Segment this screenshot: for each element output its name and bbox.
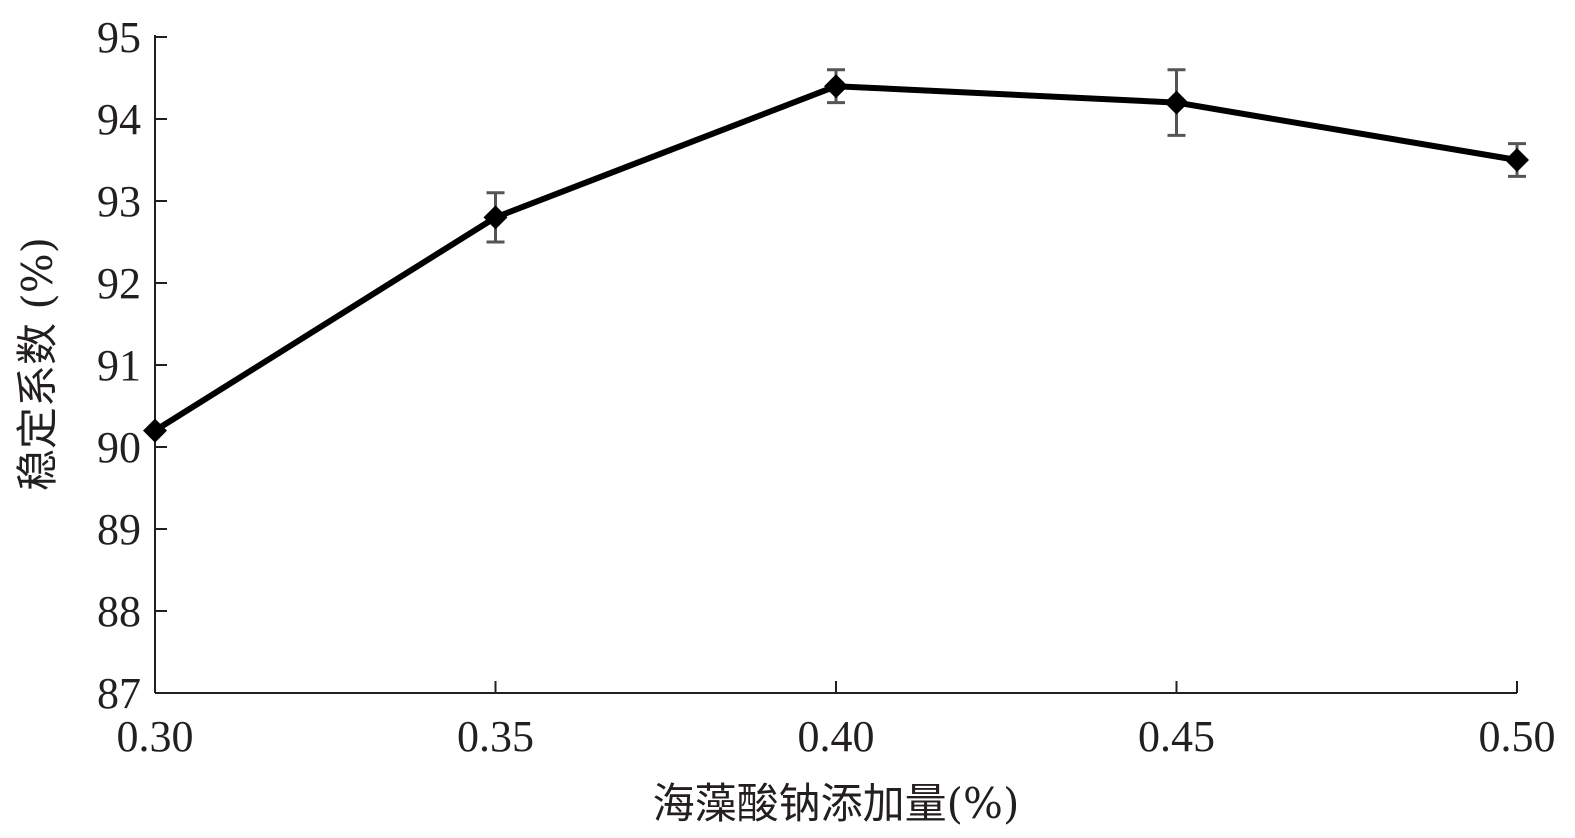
series-layer (143, 68, 1529, 443)
y-tick-label: 87 (97, 669, 141, 718)
y-tick-label: 95 (97, 13, 141, 62)
y-tick-label: 90 (97, 423, 141, 472)
x-tick-label: 0.30 (117, 712, 194, 761)
x-axis-title: 海藻酸钠添加量(%) (653, 779, 1020, 828)
x-tick-label: 0.50 (1479, 712, 1556, 761)
y-tick-label: 89 (97, 505, 141, 554)
diamond-marker (1164, 90, 1189, 115)
diamond-marker (143, 418, 167, 443)
y-axis-title: 稳定系数 (%) (13, 237, 62, 491)
axes: 87 88 89 90 91 92 93 94 95 0.30 0.35 0.40 0.45 0.50 (97, 13, 1556, 761)
x-tick-label: 0.45 (1138, 712, 1215, 761)
diamond-marker (1505, 148, 1529, 172)
y-tick-label: 91 (97, 341, 141, 390)
diamond-marker (483, 205, 508, 230)
series-line (152, 83, 1520, 434)
y-tick-label: 92 (97, 259, 141, 308)
x-tick-label: 0.35 (457, 712, 534, 761)
y-tick-label: 93 (97, 177, 141, 226)
y-tick-label: 94 (97, 95, 141, 144)
diamond-marker (824, 74, 848, 99)
y-tick-label: 88 (97, 587, 141, 636)
x-tick-label: 0.40 (798, 712, 875, 761)
